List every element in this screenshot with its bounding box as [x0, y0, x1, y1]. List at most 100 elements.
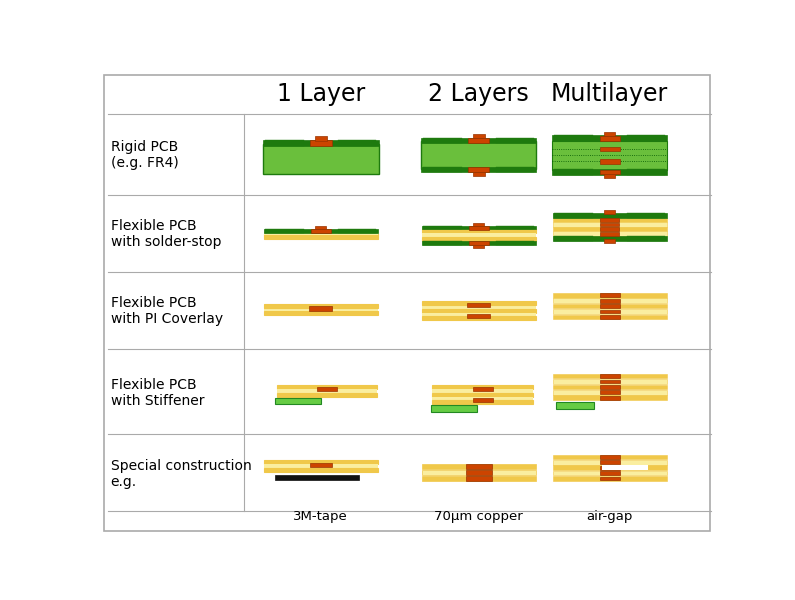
Bar	[600, 232, 619, 236]
Text: 70μm copper: 70μm copper	[434, 510, 523, 523]
Bar	[468, 167, 490, 172]
Bar	[432, 400, 533, 404]
Bar	[599, 460, 619, 464]
Bar	[472, 172, 485, 176]
Bar	[552, 140, 667, 170]
Bar	[553, 374, 666, 379]
Bar	[421, 309, 536, 313]
Bar	[602, 466, 648, 470]
Bar	[277, 389, 377, 393]
Bar	[604, 210, 615, 214]
Bar	[421, 305, 536, 309]
Bar	[553, 309, 666, 314]
Bar	[432, 385, 533, 389]
Bar	[599, 391, 619, 394]
Bar	[309, 306, 332, 311]
Bar	[467, 314, 491, 318]
Bar	[553, 390, 666, 395]
Bar	[599, 455, 619, 459]
Bar	[264, 304, 378, 308]
Bar	[316, 226, 326, 229]
Bar	[421, 226, 536, 229]
Bar	[599, 385, 619, 389]
Bar	[311, 229, 331, 233]
Bar	[604, 133, 615, 136]
Bar	[421, 316, 536, 320]
Bar	[552, 169, 667, 175]
Text: Special construction
e.g.: Special construction e.g.	[111, 459, 251, 489]
Bar	[274, 398, 321, 404]
Bar	[266, 229, 304, 233]
Bar	[552, 135, 667, 141]
Text: 3M-tape: 3M-tape	[293, 510, 348, 523]
Bar	[599, 380, 619, 383]
Bar	[495, 241, 534, 245]
Bar	[421, 229, 536, 233]
Bar	[554, 169, 592, 175]
Bar	[264, 229, 378, 233]
Bar	[473, 223, 484, 226]
Bar	[599, 159, 619, 164]
Bar	[468, 138, 490, 143]
Bar	[421, 470, 536, 475]
Bar	[553, 293, 666, 298]
Text: 1 Layer: 1 Layer	[277, 82, 365, 106]
Bar	[472, 398, 493, 402]
Bar	[263, 140, 378, 146]
Bar	[553, 460, 666, 464]
Bar	[423, 241, 462, 245]
Bar	[495, 226, 534, 229]
Bar	[421, 138, 537, 143]
Bar	[626, 135, 665, 141]
Bar	[466, 464, 492, 469]
Bar	[599, 396, 619, 400]
Bar	[468, 226, 489, 230]
Bar	[599, 146, 619, 151]
Bar	[421, 141, 537, 169]
Bar	[599, 299, 619, 302]
Bar	[315, 136, 327, 140]
Bar	[277, 385, 377, 389]
Bar	[274, 475, 359, 481]
Bar	[626, 236, 665, 241]
Text: 2 Layers: 2 Layers	[429, 82, 529, 106]
Bar	[553, 227, 666, 232]
Bar	[553, 455, 666, 460]
Bar	[554, 135, 592, 141]
Bar	[310, 140, 332, 146]
Bar	[553, 395, 666, 400]
Bar	[432, 397, 533, 400]
Bar	[599, 466, 619, 470]
Bar	[264, 468, 378, 472]
Bar	[553, 304, 666, 308]
Bar	[553, 232, 666, 236]
Bar	[599, 471, 619, 475]
Bar	[599, 170, 619, 175]
Bar	[626, 169, 665, 175]
Bar	[599, 293, 619, 297]
Bar	[264, 232, 378, 235]
Bar	[600, 218, 619, 222]
Bar	[553, 298, 666, 303]
Bar	[421, 476, 536, 481]
Bar	[431, 405, 477, 412]
Bar	[599, 310, 619, 313]
Bar	[423, 138, 462, 143]
Bar	[421, 313, 536, 316]
Bar	[264, 460, 378, 464]
Bar	[626, 213, 665, 218]
Bar	[553, 476, 666, 481]
Bar	[432, 393, 533, 397]
Text: Multilayer: Multilayer	[551, 82, 668, 106]
Bar	[553, 218, 666, 222]
Bar	[263, 143, 378, 175]
Bar	[277, 393, 377, 397]
Bar	[432, 389, 533, 393]
Bar	[264, 308, 378, 311]
Bar	[472, 388, 493, 391]
Bar	[599, 374, 619, 378]
Bar	[599, 476, 619, 481]
Bar	[553, 385, 666, 389]
Bar	[423, 167, 462, 172]
Bar	[495, 138, 534, 143]
